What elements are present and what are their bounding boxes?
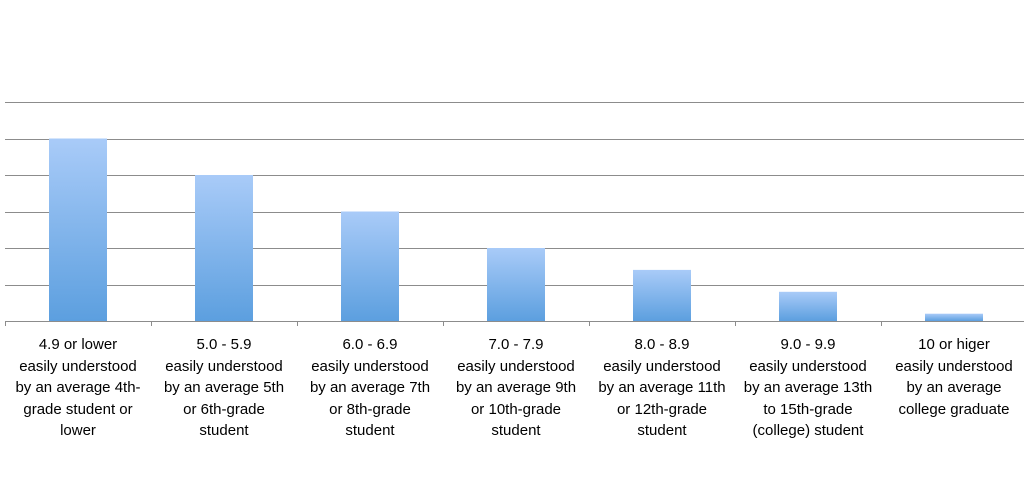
x-tick-label: 8.0 - 8.9 easily understood by an averag… bbox=[598, 336, 726, 439]
x-tick-label: 4.9 or lower easily understood by an ave… bbox=[15, 336, 141, 439]
x-tick-label: 9.0 - 9.9 easily understood by an averag… bbox=[743, 336, 873, 439]
bar bbox=[195, 175, 253, 321]
bar bbox=[925, 313, 983, 321]
bar bbox=[487, 248, 545, 321]
bar bbox=[341, 211, 399, 321]
x-tick-label: 5.0 - 5.9 easily understood by an averag… bbox=[163, 336, 285, 439]
bar bbox=[779, 291, 837, 321]
bar bbox=[49, 138, 107, 321]
x-tick-label: 7.0 - 7.9 easily understood by an averag… bbox=[455, 336, 577, 439]
x-tick-label: 10 or higer easily understood by an aver… bbox=[895, 336, 1013, 418]
x-tick-label: 6.0 - 6.9 easily understood by an averag… bbox=[309, 336, 431, 439]
bar bbox=[633, 269, 691, 321]
